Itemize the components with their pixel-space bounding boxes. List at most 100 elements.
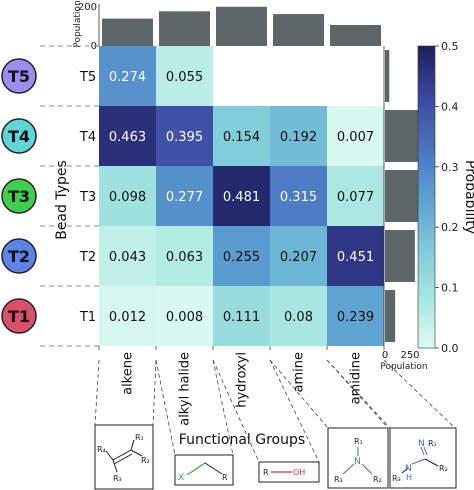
alkene-atom-r4: R₄ xyxy=(97,445,106,454)
heatmap-cell-t3-amine xyxy=(270,166,327,226)
cell-value-t5-alkene: 0.274 xyxy=(109,70,146,85)
right-histogram-xtick-0: 0 xyxy=(382,350,388,361)
amidine-atom-h: H xyxy=(406,473,412,482)
heatmap-cell-empty-t5-hydroxyl xyxy=(213,46,270,106)
bead-badge-t3 xyxy=(1,178,37,214)
alkene-structure: R₁ R₂ R₃ R₄ xyxy=(94,424,154,490)
bead-badges: T5 T4 T3 T2 T1 xyxy=(1,58,37,334)
amidine-atom-r2: R₂ xyxy=(439,464,448,473)
bead-badge-t1 xyxy=(1,298,37,334)
cell-value-t2-amidine: 0.451 xyxy=(337,250,374,265)
heatmap-cell-t2-amine xyxy=(270,226,327,286)
alkene-atom-r3: R₃ xyxy=(113,474,122,483)
top-histogram-bar-amine xyxy=(273,14,324,46)
cell-value-t3-hydroxyl: 0.481 xyxy=(223,190,260,205)
cell-value-t2-amine: 0.207 xyxy=(280,250,317,265)
cell-value-t3-alkyl-halide: 0.277 xyxy=(166,190,203,205)
row-label-t1: T1 xyxy=(79,310,96,325)
heatmap-grid: 0.274 0.055 0.463 0.395 0.154 0.192 0.007 0.098… xyxy=(99,46,384,346)
heatmap-cell-t3-alkyl-halide xyxy=(156,166,213,226)
amine-atom-n: N xyxy=(354,457,361,467)
colorbar: 0.0 0.1 0.2 0.3 0.4 0.5 Probability xyxy=(417,40,474,355)
cell-value-t2-hydroxyl: 0.255 xyxy=(223,250,260,265)
row-label-t5: T5 xyxy=(79,70,96,85)
right-histogram-bar-t1 xyxy=(385,290,396,342)
top-histogram: Population 200 0 xyxy=(73,0,381,52)
dashed-connectors xyxy=(94,346,456,463)
colorbar-tick-0-0: 0.0 xyxy=(441,342,459,355)
bead-badge-t5 xyxy=(1,58,37,94)
bead-badge-t2 xyxy=(1,238,37,274)
row-label-t2: T2 xyxy=(79,250,96,265)
heatmap-cell-t2-amidine xyxy=(327,226,384,286)
row-label-t3: T3 xyxy=(79,190,96,205)
heatmap-cell-t1-amidine xyxy=(327,286,384,346)
heatmap-cell-t2-alkene xyxy=(99,226,156,286)
heatmap-cell-t1-amine xyxy=(270,286,327,346)
heatmap-cell-t5-alkene xyxy=(99,46,156,106)
colorbar-tick-0-3: 0.3 xyxy=(441,161,459,174)
cell-value-t4-alkyl-halide: 0.395 xyxy=(166,130,203,145)
bead-badge-label-t4: T4 xyxy=(8,127,30,146)
top-histogram-bar-alkene xyxy=(102,18,153,46)
x-axis-label: Functional Groups xyxy=(179,432,305,448)
alkene-atom-r2: R₂ xyxy=(141,456,150,465)
heatmap-cell-t5-alkyl-halide xyxy=(156,46,213,106)
amine-atom-r3: R₃ xyxy=(334,475,343,484)
heatmap-cell-t1-hydroxyl xyxy=(213,286,270,346)
cell-value-t4-amine: 0.192 xyxy=(280,130,317,145)
cell-value-t1-alkene: 0.012 xyxy=(109,310,146,325)
top-histogram-bar-hydroxyl xyxy=(216,6,267,46)
alkyl-halide-structure: X R xyxy=(174,454,234,486)
colorbar-tick-0-1: 0.1 xyxy=(441,282,459,295)
heatmap-cell-t3-alkene xyxy=(99,166,156,226)
cell-value-t4-amidine: 0.007 xyxy=(337,130,374,145)
row-labels: T5 T4 T3 T2 T1 xyxy=(40,45,99,347)
heatmap-cell-t4-alkyl-halide xyxy=(156,106,213,166)
right-histogram-xlabel: Population xyxy=(380,362,427,372)
alkyl-halide-atom-x: X xyxy=(178,473,184,483)
heatmap-cell-t4-amidine xyxy=(327,106,384,166)
hydroxyl-atom-r: R xyxy=(263,468,269,477)
heatmap-cell-empty-t5-amidine xyxy=(327,46,384,106)
column-label-amine: amine xyxy=(292,352,307,392)
column-label-amidine: amidine xyxy=(349,352,364,404)
right-histogram-bar-t3 xyxy=(385,170,421,222)
amine-structure: R₁ N R₂ R₃ xyxy=(327,427,389,489)
bead-badge-t4 xyxy=(1,118,37,154)
heatmap-cell-t4-amine xyxy=(270,106,327,166)
bead-badge-label-t5: T5 xyxy=(8,67,30,86)
cell-value-t3-amine: 0.315 xyxy=(280,190,317,205)
heatmap-cell-t1-alkene xyxy=(99,286,156,346)
cell-value-t2-alkene: 0.043 xyxy=(109,250,146,265)
heatmap-cell-t4-alkene xyxy=(99,106,156,166)
heatmap-cell-t4-hydroxyl xyxy=(213,106,270,166)
top-histogram-bar-amidine xyxy=(330,25,381,46)
amidine-atom-r3: R₃ xyxy=(392,474,401,483)
cell-value-t3-alkene: 0.098 xyxy=(109,190,146,205)
top-histogram-bar-alkyl-halide xyxy=(159,11,210,46)
heatmap-cell-t3-hydroxyl xyxy=(213,166,270,226)
colorbar-gradient xyxy=(417,45,436,349)
amine-atom-r2: R₂ xyxy=(373,475,382,484)
column-label-alkene: alkene xyxy=(121,352,136,395)
cell-value-t1-amidine: 0.239 xyxy=(337,310,374,325)
right-histogram-bar-t5 xyxy=(385,50,390,102)
colorbar-tick-0-2: 0.2 xyxy=(441,221,459,234)
colorbar-tick-0-4: 0.4 xyxy=(441,100,459,113)
heatmap-cell-t1-alkyl-halide xyxy=(156,286,213,346)
column-label-alkyl-halide: alkyl halide xyxy=(178,352,193,426)
cell-value-t1-alkyl-halide: 0.008 xyxy=(166,310,203,325)
bead-badge-label-t1: T1 xyxy=(8,307,30,326)
heatmap-cell-t2-alkyl-halide xyxy=(156,226,213,286)
cell-value-t2-alkyl-halide: 0.063 xyxy=(166,250,203,265)
y-axis-label: Bead Types xyxy=(54,160,70,240)
cell-value-t4-alkene: 0.463 xyxy=(109,130,146,145)
column-labels: alkene alkyl halide hydroxyl amine amidine xyxy=(121,352,364,426)
row-label-t4: T4 xyxy=(79,130,96,145)
cell-value-t3-amidine: 0.077 xyxy=(337,190,374,205)
right-histogram-bar-t2 xyxy=(385,230,415,282)
cell-value-t5-alkyl-halide: 0.055 xyxy=(166,70,203,85)
right-histogram-xtick-250: 250 xyxy=(400,350,419,361)
